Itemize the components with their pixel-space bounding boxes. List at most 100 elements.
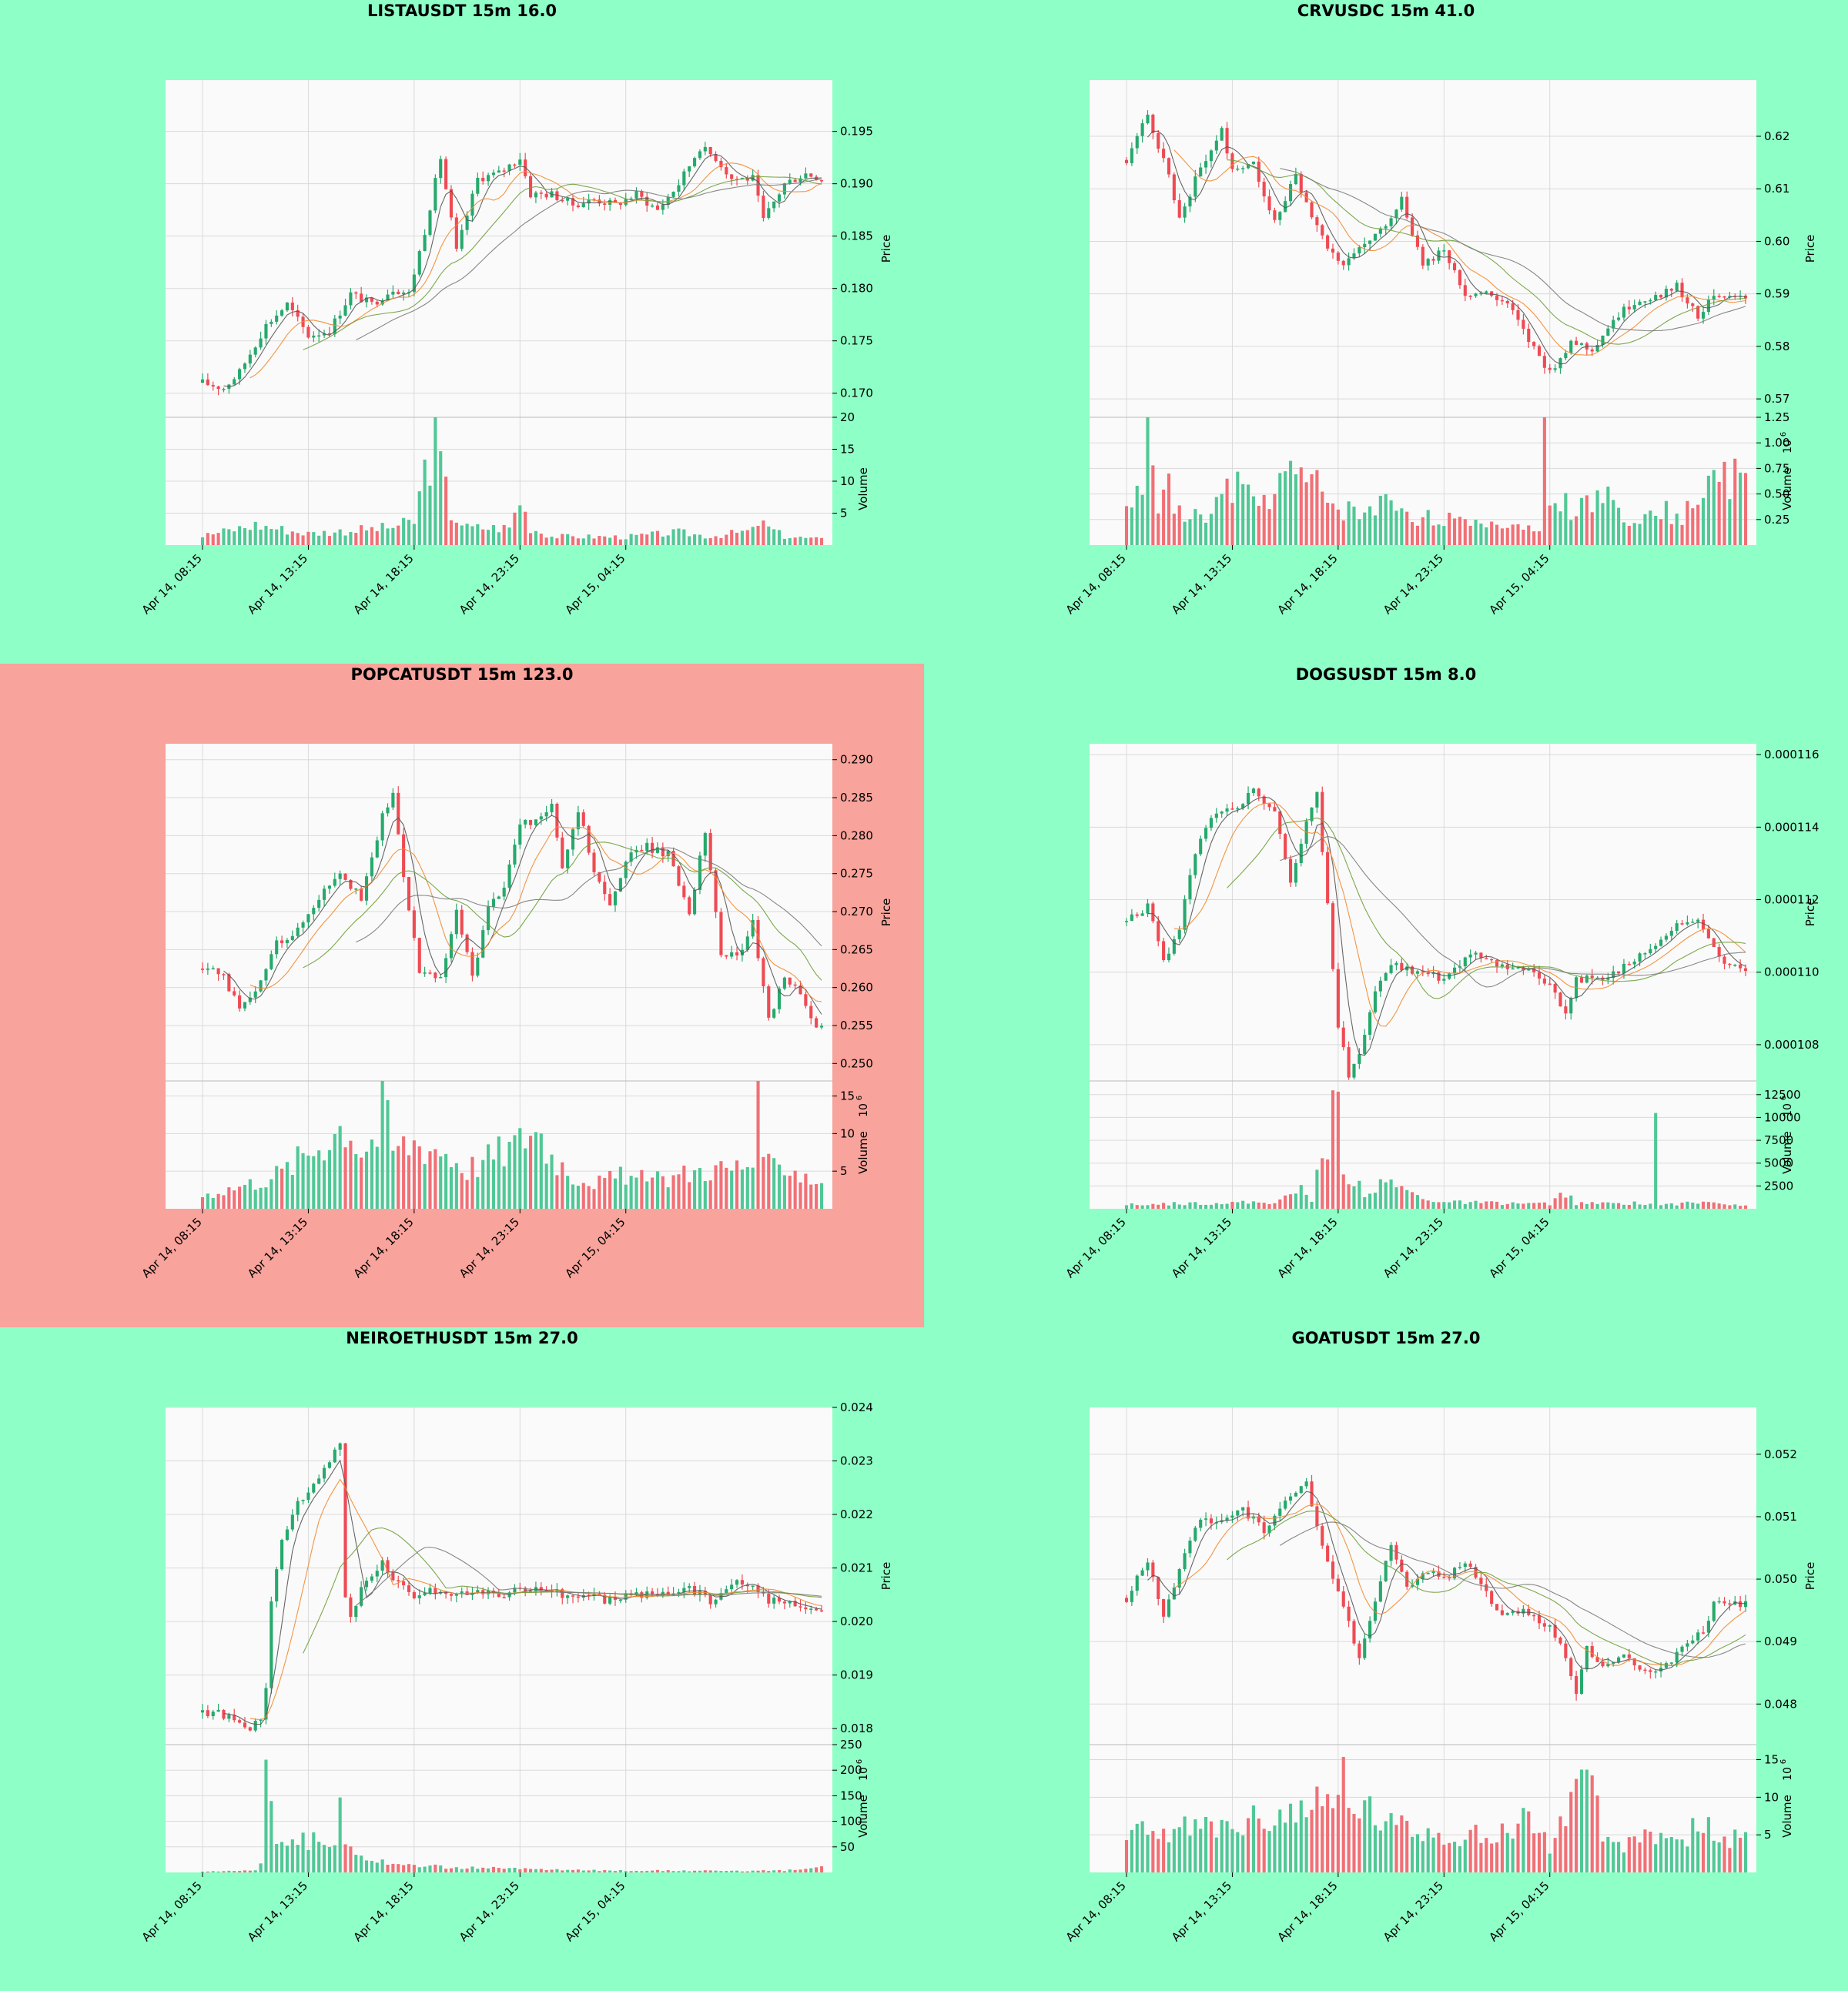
candle-body xyxy=(587,199,591,204)
volume-bar xyxy=(671,529,675,545)
volume-bar xyxy=(1612,1842,1615,1872)
candle-body xyxy=(613,1597,618,1600)
candle-body xyxy=(1691,303,1695,306)
ma-line xyxy=(1280,835,1746,988)
volume-bar xyxy=(1321,491,1324,545)
volume-bar xyxy=(465,524,469,545)
candle-body xyxy=(322,333,326,336)
volume-bar xyxy=(524,511,527,545)
volume-bar xyxy=(1262,494,1266,545)
price-tick-label: 0.60 xyxy=(1764,234,1789,248)
candle-body xyxy=(772,201,776,209)
candle-body xyxy=(571,829,575,850)
volume-bar xyxy=(259,529,263,545)
candle-body xyxy=(566,849,570,868)
volume-bar xyxy=(1188,1835,1192,1872)
volume-bar xyxy=(407,1155,411,1209)
candle-body xyxy=(651,842,654,853)
volume-tick-label: 1.25 xyxy=(1764,410,1789,424)
volume-bar xyxy=(360,525,363,545)
volume-bar xyxy=(1527,1203,1531,1209)
volume-bar xyxy=(1601,1841,1605,1872)
candle-body xyxy=(1643,301,1647,303)
volume-bar xyxy=(1595,1795,1599,1872)
volume-axis-label: Volume xyxy=(856,1795,870,1838)
volume-bar xyxy=(1696,1831,1700,1872)
volume-bar xyxy=(1368,1193,1372,1209)
candle-body xyxy=(1522,967,1525,971)
candle-body xyxy=(386,807,390,814)
volume-bar xyxy=(1575,1779,1578,1872)
volume-bar xyxy=(1304,1817,1308,1872)
volume-bar xyxy=(238,1186,242,1209)
volume-bar xyxy=(1739,1838,1743,1872)
volume-bar xyxy=(253,1870,257,1872)
candle-body xyxy=(1622,306,1626,318)
candle-body xyxy=(703,1591,707,1595)
volume-bar xyxy=(624,539,628,545)
volume-bar xyxy=(1627,1205,1631,1209)
volume-bar xyxy=(1474,1825,1478,1872)
volume-bar xyxy=(338,529,342,545)
candle-body xyxy=(1204,828,1208,839)
candle-body xyxy=(301,922,305,928)
volume-bar xyxy=(1675,514,1679,545)
volume-bar xyxy=(354,533,358,545)
candle-body xyxy=(1331,903,1335,969)
time-tick-label: Apr 14, 08:15 xyxy=(139,1215,205,1280)
volume-bar xyxy=(380,523,384,545)
volume-bar xyxy=(693,1170,697,1209)
ma-line xyxy=(303,1527,822,1654)
volume-bar xyxy=(1686,500,1689,545)
candle-body xyxy=(645,1591,649,1598)
candle-body xyxy=(417,251,421,275)
candle-body xyxy=(804,994,808,1006)
price-tick-label: 0.62 xyxy=(1764,129,1789,143)
candle-body xyxy=(1717,296,1721,297)
candle-body xyxy=(233,991,236,996)
volume-bar xyxy=(703,1870,707,1872)
volume-bar xyxy=(566,1869,570,1872)
candle-body xyxy=(698,151,702,159)
volume-bar xyxy=(655,1869,660,1872)
volume-bar xyxy=(1251,1201,1255,1209)
volume-bar xyxy=(1124,506,1129,545)
candle-body xyxy=(502,170,506,172)
candle-body xyxy=(1273,210,1277,220)
price-tick-label: 0.050 xyxy=(1764,1572,1797,1586)
candle-body xyxy=(1172,1587,1176,1600)
candle-body xyxy=(1246,793,1250,805)
candle-body xyxy=(439,977,443,979)
candle-body xyxy=(1426,972,1430,975)
volume-bar xyxy=(666,1187,670,1209)
volume-bar xyxy=(1188,519,1192,545)
volume-bar xyxy=(317,1842,321,1872)
volume-bar xyxy=(1495,1201,1499,1209)
volume-tick-label: 5 xyxy=(1764,1828,1772,1842)
volume-bar xyxy=(391,1150,395,1209)
volume-bar xyxy=(1448,512,1451,545)
volume-bar xyxy=(1241,1200,1245,1209)
volume-bar xyxy=(1140,494,1144,545)
candle-body xyxy=(1384,1561,1388,1581)
ma-line xyxy=(303,842,822,981)
volume-bar xyxy=(651,1177,654,1209)
volume-bar xyxy=(544,1163,548,1209)
candle-body xyxy=(397,792,400,835)
candle-body xyxy=(1532,968,1536,972)
volume-bar xyxy=(417,491,421,545)
volume-bar xyxy=(1717,481,1721,545)
price-tick-label: 0.61 xyxy=(1764,182,1789,196)
time-tick-label: Apr 15, 04:15 xyxy=(562,551,628,617)
volume-bar xyxy=(1590,1775,1594,1872)
candle-body xyxy=(1172,174,1176,201)
volume-bar xyxy=(1384,494,1388,545)
volume-bar xyxy=(598,1175,601,1209)
volume-bar xyxy=(1733,458,1737,545)
candle-body xyxy=(206,379,209,385)
candle-body xyxy=(1284,201,1287,212)
candle-body xyxy=(513,1588,517,1593)
candle-body xyxy=(412,274,416,293)
volume-bar xyxy=(1199,1204,1203,1209)
volume-bar xyxy=(280,1842,284,1872)
